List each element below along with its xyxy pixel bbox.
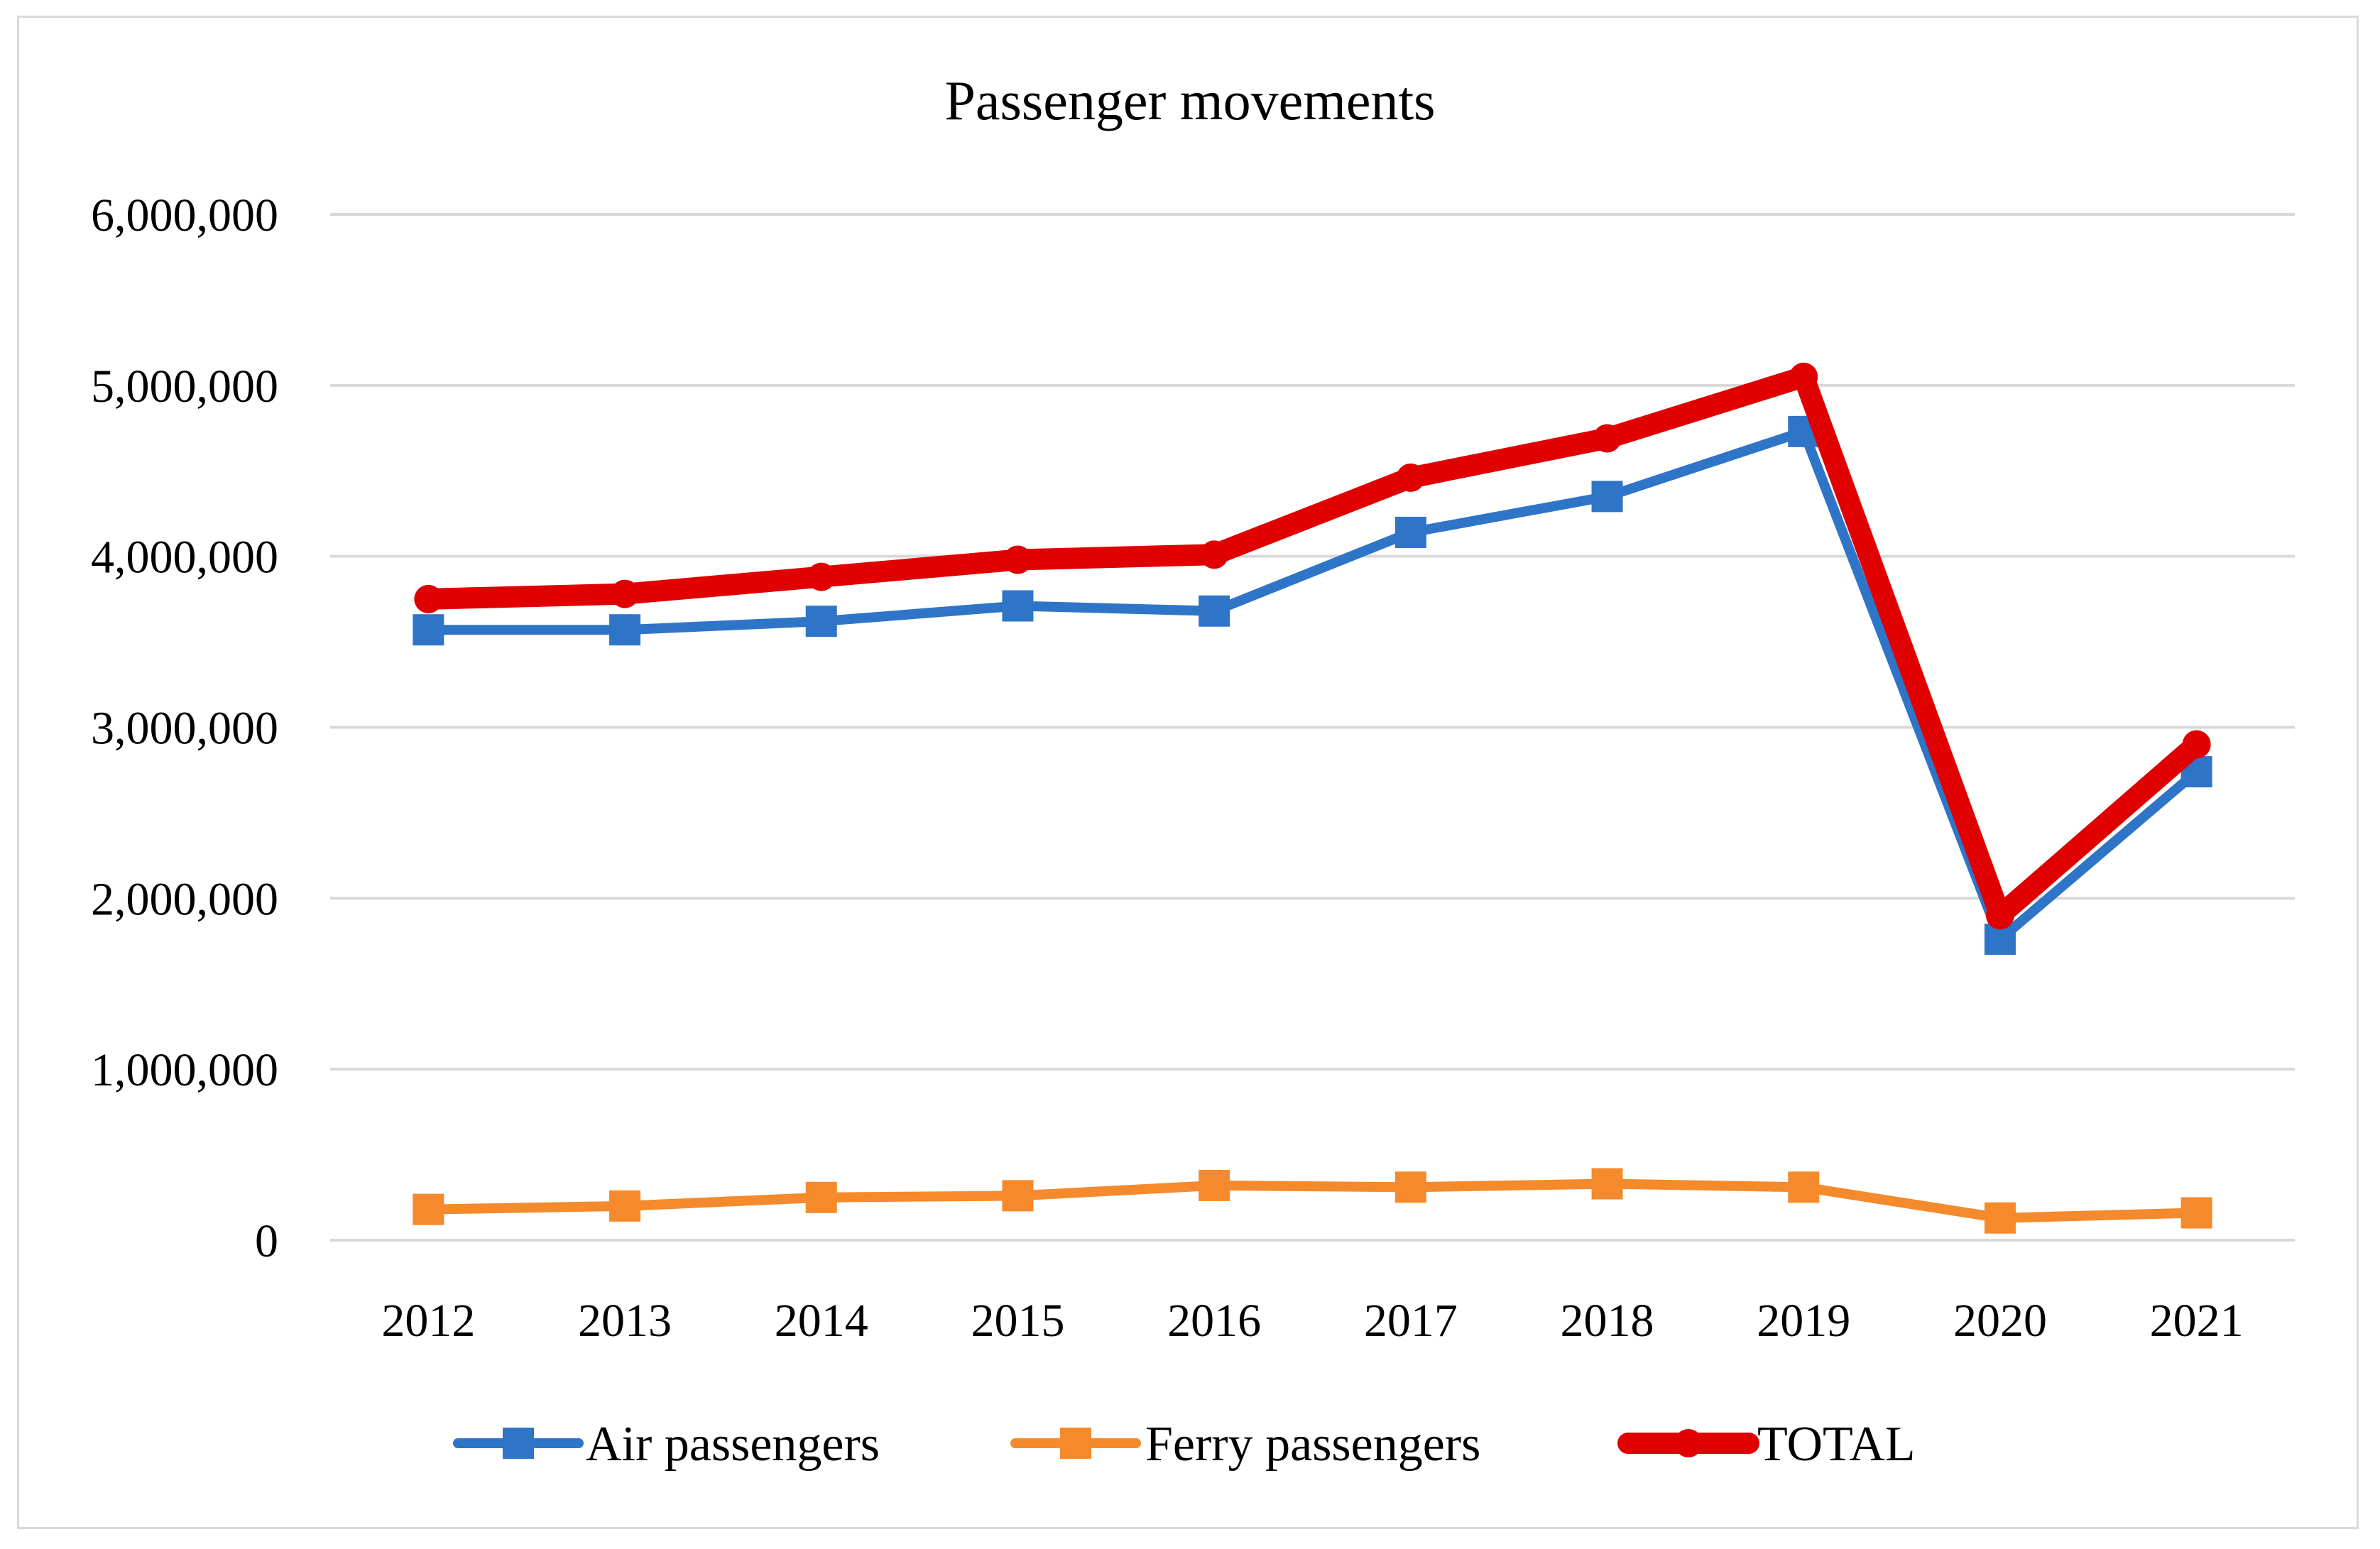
data-point bbox=[805, 1181, 837, 1213]
data-point bbox=[609, 614, 641, 646]
data-point bbox=[1985, 901, 2014, 930]
data-point bbox=[1394, 516, 1426, 548]
data-point bbox=[1394, 1171, 1426, 1203]
data-point bbox=[807, 562, 836, 591]
x-tick-label: 2015 bbox=[971, 1295, 1064, 1347]
legend-item-air-passengers: Air passengers bbox=[453, 1417, 880, 1472]
y-tick-label: 3,000,000 bbox=[91, 703, 278, 755]
x-tick-label: 2020 bbox=[1953, 1295, 2047, 1347]
legend-label: Air passengers bbox=[586, 1417, 880, 1472]
y-tick-label: 1,000,000 bbox=[91, 1044, 278, 1096]
data-point bbox=[1593, 424, 1622, 453]
data-point bbox=[2180, 1197, 2212, 1229]
series-air-passengers bbox=[413, 415, 2212, 956]
series-group bbox=[413, 362, 2212, 1234]
series-ferry-passengers bbox=[413, 1168, 2212, 1234]
series-line-ferry-passengers bbox=[423, 1178, 2202, 1223]
data-point bbox=[1199, 595, 1230, 627]
x-tick-label: 2021 bbox=[2150, 1295, 2244, 1347]
data-point bbox=[1789, 362, 1818, 391]
y-tick-label: 2,000,000 bbox=[91, 873, 278, 925]
legend-marker bbox=[1674, 1429, 1703, 1457]
series-line-air-passengers bbox=[423, 426, 2202, 945]
data-point bbox=[414, 584, 443, 613]
data-point bbox=[1003, 545, 1032, 574]
y-tick-label: 0 bbox=[255, 1215, 278, 1267]
data-point bbox=[1591, 1168, 1623, 1200]
x-tick-label: 2016 bbox=[1167, 1295, 1261, 1347]
x-tick-label: 2012 bbox=[381, 1295, 475, 1347]
y-axis-tick-labels: 0 1,000,000 2,000,000 3,000,000 4,000,000 5,0… bbox=[91, 190, 278, 1267]
data-point bbox=[1984, 1202, 2016, 1234]
data-point bbox=[1002, 1180, 1034, 1212]
data-point bbox=[1788, 1171, 1820, 1203]
x-tick-label: 2018 bbox=[1561, 1295, 1654, 1347]
data-point bbox=[609, 1190, 641, 1222]
legend-item-ferry-passengers: Ferry passengers bbox=[1010, 1417, 1480, 1472]
legend-item-total: TOTAL bbox=[1617, 1417, 1916, 1472]
series-line-total bbox=[417, 366, 2207, 926]
x-tick-label: 2013 bbox=[578, 1295, 672, 1347]
gridlines bbox=[330, 213, 2295, 1242]
data-point bbox=[805, 606, 837, 637]
data-point bbox=[1591, 481, 1623, 513]
x-tick-label: 2014 bbox=[775, 1295, 868, 1347]
data-point bbox=[2182, 730, 2211, 759]
data-point bbox=[1199, 1169, 1230, 1201]
x-axis-tick-labels: 2012 2013 2014 2015 2016 2017 2018 2019 2020 2021 bbox=[381, 1295, 2243, 1347]
data-point bbox=[611, 579, 640, 608]
data-point bbox=[413, 1193, 444, 1225]
legend-label: Ferry passengers bbox=[1145, 1417, 1480, 1472]
legend-marker bbox=[1060, 1428, 1091, 1459]
chart-title: Passenger movements bbox=[944, 70, 1435, 131]
chart-frame bbox=[17, 16, 2359, 1529]
legend: Air passengers Ferry passengers TOTAL bbox=[453, 1417, 1916, 1472]
series-total bbox=[414, 362, 2211, 930]
legend-label: TOTAL bbox=[1757, 1417, 1916, 1472]
x-tick-label: 2017 bbox=[1364, 1295, 1458, 1347]
data-point bbox=[1002, 590, 1034, 622]
data-point bbox=[413, 614, 444, 646]
x-tick-label: 2019 bbox=[1757, 1295, 1850, 1347]
y-tick-label: 6,000,000 bbox=[91, 190, 278, 241]
data-point bbox=[1396, 463, 1425, 492]
y-tick-label: 5,000,000 bbox=[91, 361, 278, 412]
legend-marker bbox=[503, 1428, 534, 1459]
data-point bbox=[1200, 540, 1229, 569]
y-tick-label: 4,000,000 bbox=[91, 532, 278, 584]
